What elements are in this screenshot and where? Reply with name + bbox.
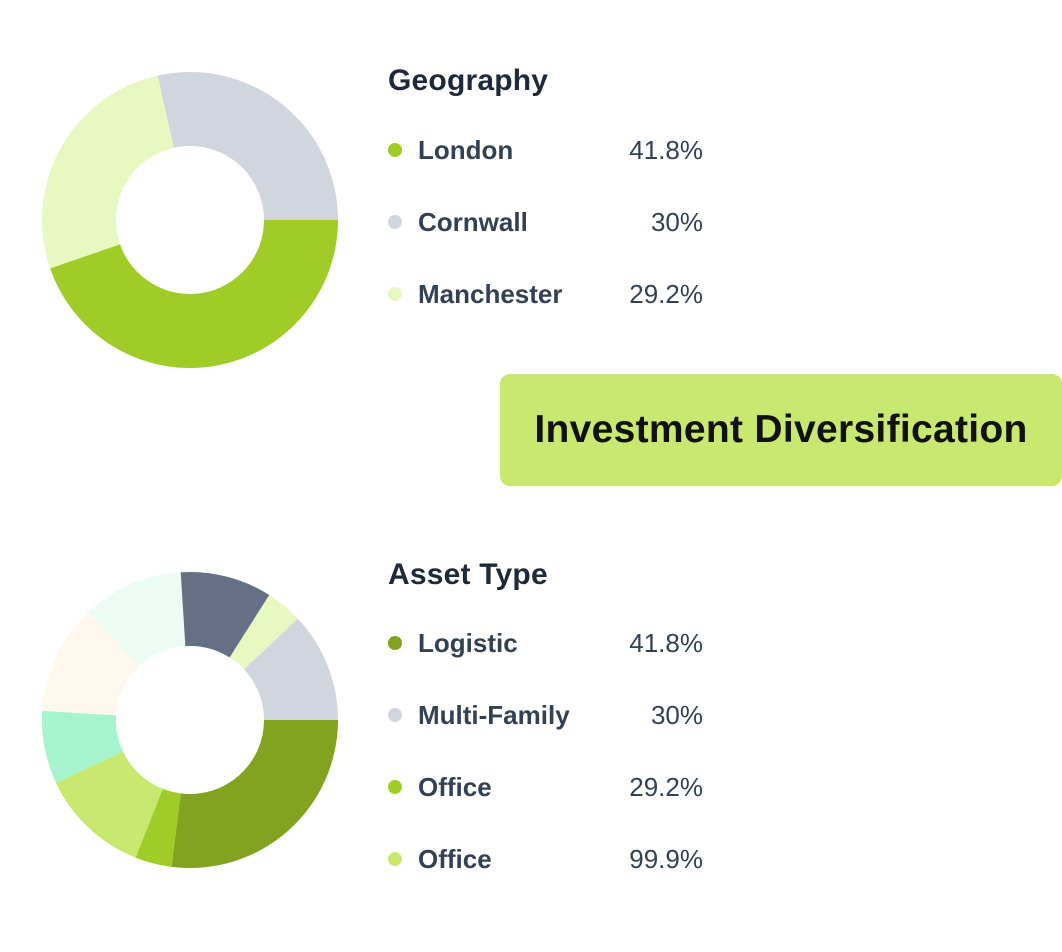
legend-value: 41.8%: [629, 135, 703, 165]
geography-donut-chart: [40, 70, 340, 370]
legend-value: 29.2%: [629, 772, 703, 802]
legend-item-logistic: Logistic 41.8%: [386, 625, 706, 661]
asset-type-slice-2: [56, 751, 163, 858]
geography-slice-manchester: [41, 75, 174, 269]
legend-swatch: [388, 780, 402, 794]
legend-swatch: [388, 852, 402, 866]
geography-title: Geography: [388, 64, 549, 97]
legend-value: 99.9%: [629, 844, 703, 874]
legend-label: Manchester: [418, 279, 563, 309]
legend-value: 41.8%: [629, 628, 703, 658]
asset-type-slice-5: [88, 572, 186, 667]
legend-value: 29.2%: [629, 279, 703, 309]
legend-swatch: [388, 287, 402, 301]
legend-swatch: [388, 636, 402, 650]
asset-type-donut-chart: [40, 570, 340, 870]
legend-label: Cornwall: [418, 207, 528, 237]
legend-swatch: [388, 215, 402, 229]
legend-label: Office: [418, 772, 492, 802]
geography-section: Geography London 41.8% Cornwall 30% Manc…: [0, 0, 1062, 380]
asset-type-slice-6: [180, 572, 270, 658]
investment-diversification-badge: Investment Diversification: [500, 374, 1062, 486]
legend-label: Office: [418, 844, 492, 874]
asset-type-slice-1: [135, 788, 181, 867]
legend-item-office-2: Office 99.9%: [386, 841, 706, 877]
asset-type-slice-8: [243, 618, 338, 720]
legend-item-cornwall: Cornwall 30%: [386, 204, 706, 240]
legend-item-manchester: Manchester 29.2%: [386, 276, 706, 312]
legend-label: London: [418, 135, 514, 165]
legend-item-london: London 41.8%: [386, 132, 706, 168]
legend-item-office: Office 29.2%: [386, 769, 706, 805]
asset-type-slice-4: [42, 612, 140, 716]
legend-swatch: [388, 143, 402, 157]
geography-slice-cornwall: [157, 72, 338, 220]
geography-slice-london: [50, 220, 338, 368]
asset-type-slice-0: [171, 720, 338, 868]
legend-swatch: [388, 708, 402, 722]
legend-item-multi-family: Multi-Family 30%: [386, 697, 706, 733]
legend-value: 30%: [650, 700, 703, 730]
legend-label: Multi-Family: [418, 700, 570, 730]
legend-label: Logistic: [418, 628, 518, 658]
geography-donut-svg: [41, 72, 338, 368]
asset-type-donut-svg: [41, 572, 338, 868]
badge-label: Investment Diversification: [534, 408, 1028, 451]
asset-type-title: Asset Type: [388, 558, 548, 591]
asset-type-slice-3: [41, 710, 124, 784]
legend-value: 30%: [650, 207, 703, 237]
asset-type-slice-7: [229, 595, 298, 670]
